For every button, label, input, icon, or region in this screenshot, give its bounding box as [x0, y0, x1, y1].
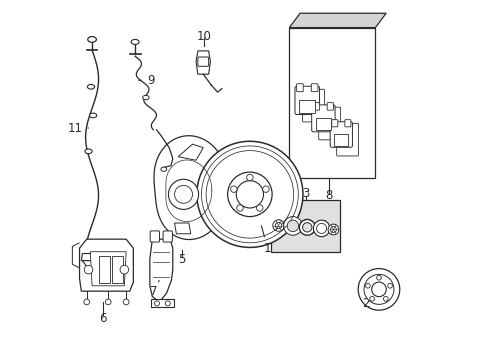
- Bar: [289, 28, 375, 178]
- Circle shape: [174, 185, 192, 203]
- Circle shape: [316, 224, 326, 233]
- Text: 10: 10: [197, 30, 211, 43]
- Circle shape: [168, 179, 198, 210]
- Bar: [299, 100, 314, 113]
- Ellipse shape: [89, 113, 97, 118]
- FancyBboxPatch shape: [329, 122, 352, 147]
- Polygon shape: [81, 253, 99, 261]
- Bar: [99, 256, 110, 283]
- Text: 11: 11: [67, 122, 88, 135]
- Circle shape: [383, 297, 387, 301]
- Circle shape: [387, 283, 391, 288]
- Circle shape: [376, 275, 381, 280]
- Circle shape: [302, 223, 311, 232]
- Bar: [112, 256, 122, 283]
- Circle shape: [313, 220, 329, 237]
- Circle shape: [256, 205, 263, 211]
- Ellipse shape: [88, 37, 96, 42]
- Ellipse shape: [142, 95, 149, 100]
- FancyBboxPatch shape: [336, 123, 358, 156]
- FancyBboxPatch shape: [344, 120, 350, 127]
- FancyBboxPatch shape: [326, 103, 333, 110]
- Circle shape: [369, 297, 374, 301]
- Polygon shape: [149, 239, 172, 302]
- Circle shape: [196, 141, 303, 247]
- FancyBboxPatch shape: [163, 231, 172, 242]
- Text: 5: 5: [178, 253, 185, 266]
- Circle shape: [357, 269, 399, 310]
- FancyBboxPatch shape: [302, 89, 324, 122]
- Circle shape: [286, 220, 298, 231]
- Circle shape: [299, 220, 314, 235]
- Circle shape: [227, 172, 271, 217]
- Circle shape: [236, 181, 263, 208]
- Bar: [334, 134, 347, 145]
- Ellipse shape: [161, 167, 166, 171]
- Circle shape: [165, 301, 170, 306]
- FancyBboxPatch shape: [150, 231, 159, 242]
- Text: 1: 1: [261, 226, 271, 255]
- Polygon shape: [80, 239, 133, 291]
- Circle shape: [246, 174, 253, 181]
- FancyBboxPatch shape: [296, 84, 303, 92]
- FancyBboxPatch shape: [311, 84, 317, 92]
- FancyBboxPatch shape: [294, 86, 319, 114]
- Circle shape: [283, 217, 302, 235]
- Polygon shape: [90, 252, 126, 286]
- Text: 8: 8: [325, 189, 332, 202]
- Circle shape: [363, 274, 393, 304]
- FancyBboxPatch shape: [311, 105, 334, 132]
- Circle shape: [371, 282, 386, 297]
- Circle shape: [275, 222, 281, 229]
- Circle shape: [236, 205, 243, 211]
- Text: 2: 2: [361, 290, 370, 310]
- Ellipse shape: [87, 85, 94, 89]
- Polygon shape: [82, 261, 98, 271]
- Text: 4: 4: [312, 219, 326, 232]
- Circle shape: [330, 226, 336, 233]
- FancyBboxPatch shape: [318, 107, 340, 140]
- Circle shape: [83, 299, 89, 305]
- Polygon shape: [174, 223, 190, 234]
- Circle shape: [120, 265, 128, 274]
- Circle shape: [123, 299, 129, 305]
- Bar: [315, 118, 330, 130]
- Ellipse shape: [131, 40, 139, 44]
- Bar: [150, 300, 174, 307]
- Polygon shape: [196, 51, 210, 74]
- Circle shape: [262, 186, 268, 192]
- Polygon shape: [289, 13, 386, 28]
- FancyBboxPatch shape: [331, 120, 337, 127]
- Circle shape: [365, 283, 369, 288]
- Polygon shape: [154, 136, 228, 239]
- Circle shape: [154, 301, 159, 306]
- Text: 3: 3: [302, 187, 309, 200]
- Circle shape: [230, 186, 237, 192]
- Ellipse shape: [85, 149, 92, 154]
- Text: 7: 7: [150, 280, 159, 298]
- FancyBboxPatch shape: [198, 57, 208, 66]
- Circle shape: [105, 299, 111, 305]
- FancyBboxPatch shape: [313, 103, 319, 110]
- Circle shape: [84, 265, 93, 274]
- Bar: [271, 200, 339, 252]
- Text: 9: 9: [139, 74, 154, 87]
- Circle shape: [327, 224, 338, 235]
- Polygon shape: [178, 144, 203, 160]
- Circle shape: [272, 220, 284, 231]
- Text: 6: 6: [99, 311, 106, 325]
